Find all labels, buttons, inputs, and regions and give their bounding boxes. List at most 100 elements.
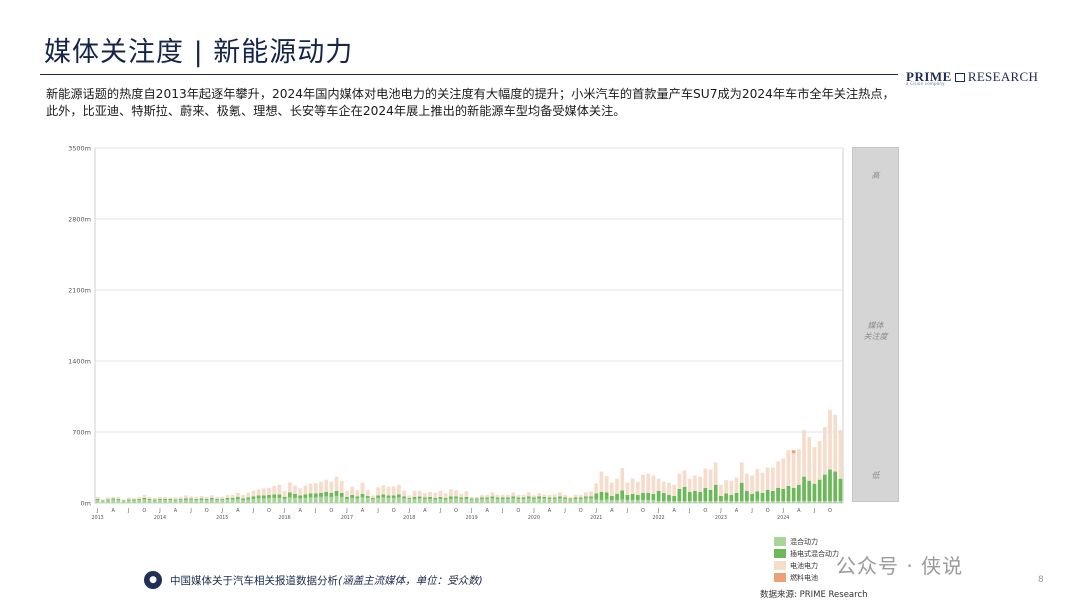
- bar-segment: [303, 494, 308, 498]
- x-year-label: 2022: [652, 515, 664, 521]
- bar-segment: [376, 497, 380, 503]
- brand-main: PRIME: [906, 69, 952, 84]
- bar-segment: [635, 499, 640, 503]
- bar-segment: [158, 498, 162, 500]
- bar-segment: [251, 498, 256, 503]
- bar-segment: [173, 497, 178, 500]
- bar-segment: [802, 476, 806, 501]
- bar-segment: [324, 491, 329, 497]
- bar-segment: [765, 500, 770, 503]
- bar-segment: [661, 500, 666, 503]
- bar-segment: [578, 497, 583, 499]
- bar-segment: [178, 498, 183, 500]
- bar-segment: [474, 496, 479, 499]
- bar-segment: [750, 500, 754, 503]
- bar-segment: [573, 497, 578, 499]
- bar-segment: [386, 486, 391, 496]
- bar-segment: [189, 498, 193, 500]
- bar-segment: [828, 469, 832, 501]
- bar-segment: [339, 480, 344, 493]
- bar-segment: [698, 476, 703, 492]
- bar-segment: [609, 482, 614, 496]
- bar-segment: [615, 493, 619, 500]
- bar-segment: [771, 490, 775, 501]
- bar-segment: [163, 499, 167, 503]
- bar-segment: [204, 498, 209, 500]
- bar-segment: [724, 480, 728, 494]
- bar-segment: [126, 500, 131, 503]
- bar-segment: [615, 499, 619, 503]
- bar-segment: [339, 496, 344, 503]
- bar-segment: [220, 496, 225, 499]
- bar-segment: [599, 491, 604, 500]
- watermark: 公众号 · 侠说: [836, 554, 964, 578]
- bar-segment: [703, 500, 708, 503]
- bar-segment: [246, 497, 251, 500]
- bar-segment: [438, 490, 443, 497]
- bar-segment: [391, 495, 396, 498]
- bar-segment: [448, 498, 453, 503]
- bar-segment: [261, 498, 266, 503]
- x-tick-label: A: [298, 508, 302, 514]
- bar-segment: [147, 498, 152, 500]
- bar-segment: [199, 495, 204, 499]
- bar-segment: [95, 499, 100, 503]
- bar-segment: [620, 468, 625, 491]
- bar-segment: [511, 498, 516, 503]
- bar-segment: [646, 473, 651, 493]
- bar-segment: [672, 495, 677, 501]
- bar-segment: [350, 497, 354, 503]
- legend-swatch: [774, 537, 786, 546]
- bar-segment: [173, 499, 178, 501]
- bar-segment: [220, 498, 225, 500]
- bar-segment: [713, 484, 718, 501]
- bar-segment: [417, 496, 422, 499]
- x-tick-label: A: [423, 508, 427, 514]
- bar-segment: [106, 500, 110, 503]
- bar-segment: [796, 500, 801, 503]
- bar-segment: [230, 499, 235, 503]
- scale-high-label: 高: [871, 171, 880, 180]
- bar-segment: [132, 497, 136, 500]
- bar-segment: [687, 478, 692, 492]
- bar-segment: [537, 498, 541, 503]
- bar-segment: [755, 500, 760, 503]
- bar-segment: [495, 494, 500, 498]
- bar-segment: [693, 500, 697, 503]
- x-tick-label: J: [719, 508, 721, 514]
- bar-segment: [791, 500, 796, 503]
- bar-segment: [594, 493, 599, 500]
- bar-segment: [397, 497, 401, 503]
- bar-segment: [760, 500, 765, 503]
- bar-segment: [750, 475, 754, 494]
- bar-segment: [542, 494, 547, 497]
- x-tick-label: J: [345, 508, 347, 514]
- bar-segment: [526, 498, 531, 503]
- x-tick-label: J: [750, 508, 752, 514]
- x-tick-label: J: [158, 508, 160, 514]
- bar-segment: [552, 494, 557, 498]
- bar-segment: [521, 497, 526, 499]
- bar-segment: [246, 492, 251, 498]
- bar-segment: [796, 449, 801, 485]
- bar-segment: [137, 496, 142, 499]
- bar-segment: [594, 483, 599, 494]
- bar-segment: [635, 494, 640, 500]
- bar-segment: [469, 498, 474, 500]
- bar-segment: [371, 497, 375, 499]
- bar-segment: [713, 500, 718, 503]
- bar-segment: [521, 494, 526, 498]
- x-tick-label: O: [454, 508, 458, 514]
- bar-segment: [443, 497, 448, 500]
- bar-segment: [381, 497, 386, 503]
- y-tick-label: 0m: [81, 500, 91, 508]
- bar-segment: [142, 499, 147, 503]
- bar-segment: [230, 497, 235, 500]
- bar-segment: [158, 496, 162, 499]
- bar-segment: [641, 492, 645, 500]
- bar-segment: [833, 414, 838, 472]
- bar-segment: [729, 480, 734, 495]
- x-tick-label: A: [361, 508, 365, 514]
- bar-segment: [672, 500, 677, 503]
- bar-segment: [282, 496, 287, 499]
